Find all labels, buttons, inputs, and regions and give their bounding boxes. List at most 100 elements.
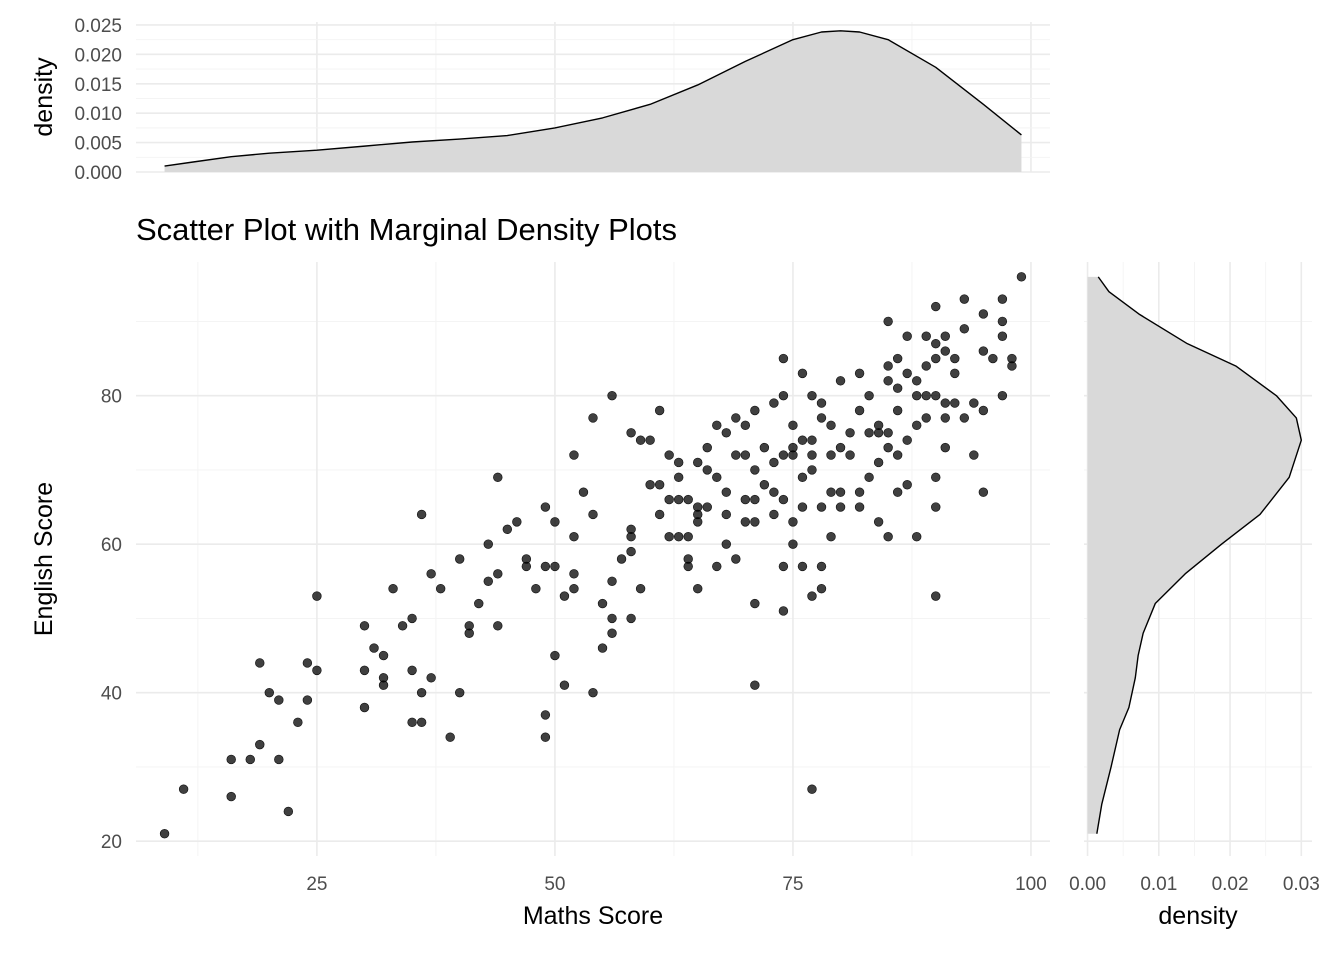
data-point [959, 294, 970, 304]
data-point [569, 583, 579, 594]
data-point [645, 435, 655, 445]
data-point [892, 353, 903, 364]
data-point [474, 598, 484, 609]
data-point [731, 413, 741, 423]
data-point [807, 591, 817, 601]
data-point [493, 472, 503, 483]
data-point [683, 532, 693, 542]
x-tick-label: 25 [306, 874, 327, 895]
data-point [750, 405, 760, 416]
data-point [359, 621, 370, 631]
data-point [569, 569, 579, 579]
data-point [902, 331, 912, 341]
data-point [1016, 272, 1027, 282]
data-point [635, 435, 646, 445]
data-point [607, 576, 617, 586]
data-point [816, 583, 827, 594]
data-point [740, 420, 751, 431]
data-point [264, 687, 274, 698]
data-point [807, 465, 817, 475]
data-point [731, 554, 741, 564]
data-point [759, 480, 770, 490]
x-tick-label: 0.00 [1069, 874, 1106, 895]
data-point [912, 420, 922, 431]
data-point [283, 806, 294, 817]
data-point [712, 561, 722, 572]
data-point [912, 390, 922, 401]
data-point [540, 710, 551, 720]
data-point [950, 368, 960, 379]
data-point [245, 754, 255, 765]
data-point [359, 702, 370, 713]
data-point [740, 517, 751, 527]
data-point [845, 428, 855, 438]
data-point [626, 532, 636, 542]
data-point [978, 309, 989, 319]
data-point [673, 532, 684, 542]
data-point [931, 301, 941, 312]
data-point [864, 390, 874, 401]
density-line [1096, 276, 1303, 834]
data-point [769, 457, 779, 468]
data-point [921, 331, 931, 341]
data-point [645, 480, 655, 490]
data-point [588, 687, 598, 698]
data-point [788, 517, 798, 527]
data-point [978, 405, 989, 416]
data-point [969, 450, 979, 460]
data-point [797, 472, 808, 483]
data-point [369, 643, 379, 653]
data-point [635, 583, 646, 594]
data-point [788, 539, 798, 549]
y-tick-label: 40 [101, 684, 122, 705]
data-point [959, 413, 970, 423]
data-point [226, 754, 236, 765]
data-point [769, 398, 779, 408]
data-point [531, 583, 541, 594]
data-point [940, 331, 950, 341]
data-point [493, 569, 503, 579]
data-point [493, 621, 503, 631]
data-point [950, 353, 960, 364]
data-point [807, 450, 817, 460]
data-point [931, 338, 941, 349]
density-area [164, 30, 1022, 172]
data-point [521, 554, 532, 564]
data-point [740, 494, 751, 505]
data-point [378, 680, 389, 690]
data-point [931, 390, 941, 401]
data-point [797, 435, 808, 445]
data-point [255, 658, 265, 668]
data-point [807, 435, 817, 445]
data-point [826, 420, 836, 431]
data-point [578, 487, 589, 497]
data-point [416, 717, 427, 728]
y-tick-label: 0.015 [74, 75, 122, 96]
x-tick-label: 0.01 [1140, 874, 1177, 895]
data-point [597, 598, 608, 609]
data-point [864, 428, 874, 438]
right-density-panel: 0.00 0.01 0.02 0.03 density [1069, 262, 1320, 930]
y-tick-label: 60 [101, 535, 122, 556]
data-point [388, 583, 398, 594]
data-point [274, 754, 284, 765]
scatter-panel: 25 50 75 100 20 40 60 80 Maths Score English Scor… [30, 262, 1050, 930]
data-point [416, 687, 427, 698]
data-point [778, 606, 789, 616]
data-point [721, 428, 731, 438]
y-tick-label: 0.020 [74, 45, 122, 66]
data-point [845, 450, 855, 460]
data-point [159, 829, 170, 839]
data-point [940, 413, 950, 423]
data-point [312, 591, 322, 601]
data-point [712, 472, 722, 483]
data-point [750, 680, 760, 690]
data-point [854, 487, 865, 497]
data-point [540, 502, 551, 512]
data-point [864, 472, 874, 483]
data-point [769, 509, 779, 520]
y-tick-label: 0.025 [74, 16, 122, 37]
data-point [826, 450, 836, 460]
data-point [378, 650, 389, 661]
